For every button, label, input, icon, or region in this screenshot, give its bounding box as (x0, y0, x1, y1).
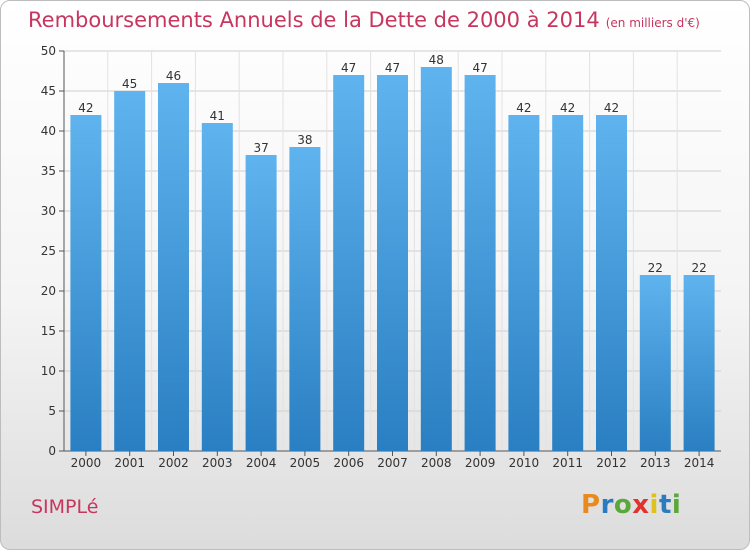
value-label: 42 (560, 101, 575, 115)
value-label: 46 (166, 69, 181, 83)
value-label: 38 (297, 133, 312, 147)
x-tick-label: 2014 (684, 456, 715, 470)
y-tick-label: 20 (41, 284, 56, 298)
bar-2005 (289, 147, 321, 451)
bar-2008 (420, 67, 452, 451)
value-label: 47 (472, 61, 487, 75)
value-label: 47 (385, 61, 400, 75)
title-text: Remboursements Annuels de la Dette de 20… (28, 8, 600, 32)
logo-letter: r (600, 490, 614, 520)
value-label: 22 (691, 261, 706, 275)
x-tick-label: 2006 (333, 456, 364, 470)
x-tick-label: 2011 (552, 456, 583, 470)
bar-2011 (552, 115, 584, 451)
y-tick-label: 40 (41, 124, 56, 138)
bar-2002 (158, 83, 189, 451)
x-tick-label: 2007 (377, 456, 408, 470)
value-labels: 42 45 46 41 37 38 47 47 48 47 42 42 42 22 22 (78, 53, 706, 275)
y-tick-label: 45 (41, 84, 56, 98)
x-tick-label: 2003 (202, 456, 233, 470)
value-label: 42 (78, 101, 93, 115)
bar-2013 (639, 275, 671, 451)
value-label: 42 (516, 101, 531, 115)
y-tick-label: 30 (41, 204, 56, 218)
bar-2001 (114, 91, 146, 451)
x-tick-label: 2012 (596, 456, 627, 470)
x-tick-label: 2000 (71, 456, 102, 470)
chart-title: Remboursements Annuels de la Dette de 20… (28, 8, 700, 32)
logo-letter: t (658, 490, 672, 520)
x-tick-label: 2001 (114, 456, 145, 470)
proxiti-logo[interactable]: Proxiti (581, 490, 681, 520)
bar-2009 (464, 75, 496, 451)
bar-2012 (596, 115, 627, 451)
y-tick-label: 35 (41, 164, 56, 178)
x-tick-label: 2004 (246, 456, 277, 470)
logo-letter: i (649, 490, 659, 520)
bar-2007 (377, 75, 408, 451)
bar-2000 (70, 115, 102, 451)
bar-2014 (683, 275, 715, 451)
y-tick-label: 15 (41, 324, 56, 338)
y-tick-label: 0 (48, 444, 56, 458)
x-tick-label: 2008 (421, 456, 452, 470)
y-tick-label: 25 (41, 244, 56, 258)
logo-letter: i (671, 490, 682, 520)
bar-2010 (508, 115, 540, 451)
y-tick-label: 5 (48, 404, 56, 418)
x-tick-label: 2009 (465, 456, 496, 470)
logo-letter: P (581, 490, 601, 520)
bar-2006 (333, 75, 365, 451)
y-tick-label: 10 (41, 364, 56, 378)
axes: 0 5 10 15 20 25 30 35 40 45 50 2000 2001 2002 2003 2004… (41, 44, 721, 470)
logo-letter: x (632, 490, 650, 520)
y-tick-label: 50 (41, 44, 56, 58)
unit-label: (en milliers d'€) (605, 16, 700, 30)
bar-2003 (201, 123, 233, 451)
value-label: 37 (253, 141, 268, 155)
commune-name: SIMPLé (31, 496, 99, 518)
logo-letter: o (613, 490, 633, 520)
value-label: 47 (341, 61, 356, 75)
x-tick-label: 2010 (509, 456, 540, 470)
value-label: 48 (429, 53, 444, 67)
value-label: 22 (648, 261, 663, 275)
x-tick-label: 2002 (158, 456, 189, 470)
bars (70, 67, 715, 451)
bar-2004 (245, 155, 277, 451)
value-label: 41 (210, 109, 225, 123)
value-label: 45 (122, 77, 137, 91)
x-tick-label: 2013 (640, 456, 671, 470)
value-label: 42 (604, 101, 619, 115)
x-tick-label: 2005 (290, 456, 321, 470)
